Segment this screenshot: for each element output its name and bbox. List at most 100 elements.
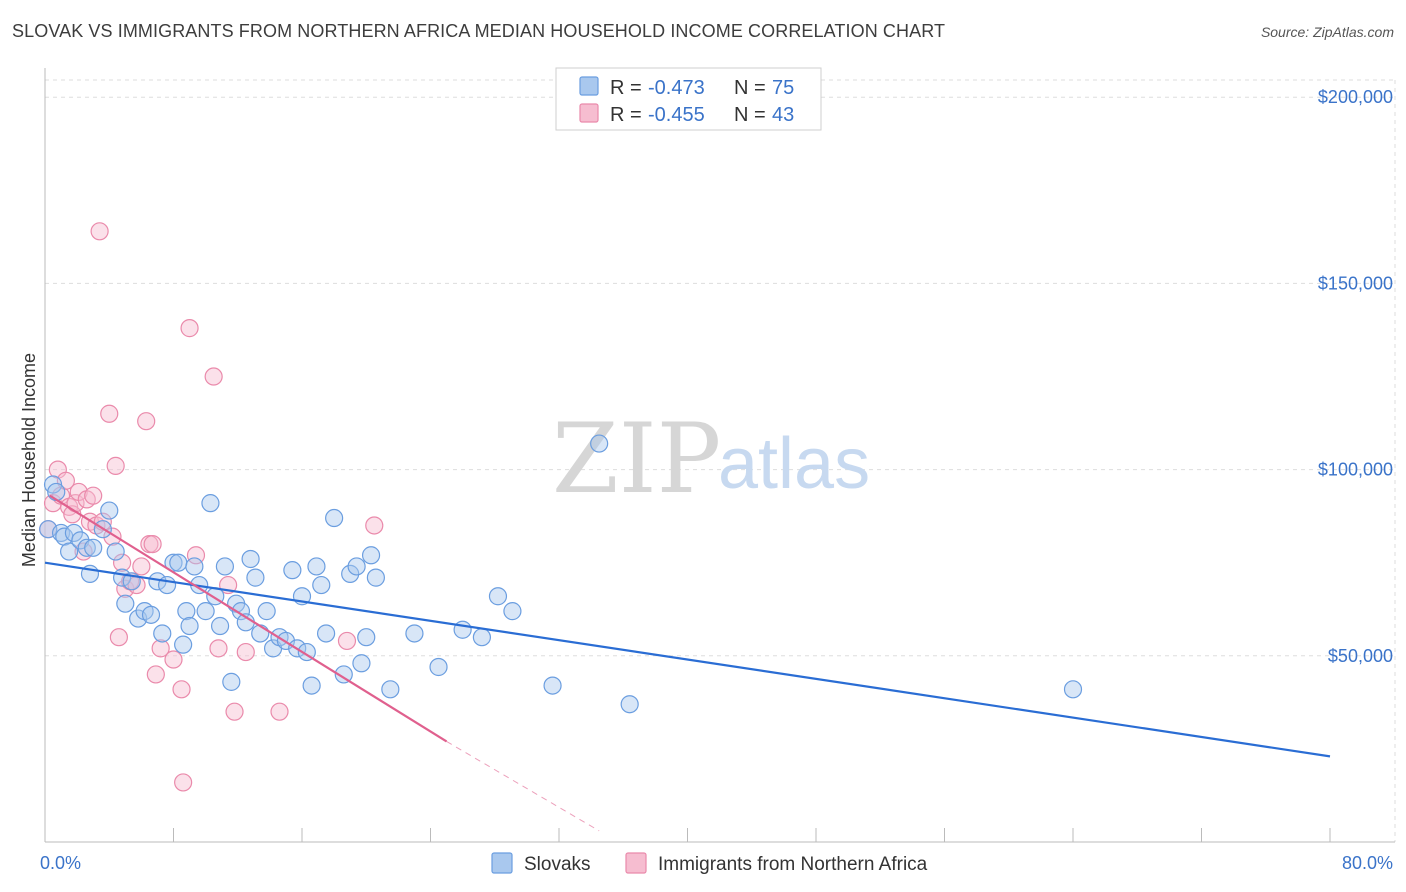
nafrica-point-20 <box>112 553 132 572</box>
slovak-point-24 <box>169 553 188 572</box>
bottom-legend-swatch-slovaks <box>491 852 513 874</box>
slovak-point-66 <box>472 628 491 647</box>
legend-n-label-2: N = <box>734 104 766 126</box>
series-slovak-points <box>39 434 1083 714</box>
nafrica-point-24 <box>132 557 151 576</box>
slovak-point-68 <box>503 602 522 621</box>
slovak-point-52 <box>312 575 331 595</box>
slovak-point-59 <box>357 628 376 647</box>
slovak-point-34 <box>215 557 234 576</box>
nafrica-point-39 <box>337 631 357 651</box>
legend-r-label-1: R = <box>610 77 642 99</box>
slovak-point-50 <box>302 676 321 695</box>
nafrica-point-29 <box>151 639 170 658</box>
slovak-point-60 <box>361 546 381 565</box>
nafrica-point-18 <box>106 456 125 475</box>
nafrica-point-34 <box>209 639 228 658</box>
bottom-legend-swatch-nafrica <box>625 852 647 874</box>
nafrica-point-36 <box>225 702 244 721</box>
bottom-legend-label-slovaks: Slovaks <box>524 854 591 875</box>
nafrica-point-30 <box>164 650 183 669</box>
slovak-point-6 <box>64 523 84 543</box>
slovak-point-30 <box>196 602 215 621</box>
trend-lines <box>44 494 1331 832</box>
nafrica-point-31 <box>172 680 191 699</box>
slovak-point-28 <box>185 557 204 576</box>
legend-r-value-1: -0.473 <box>648 77 705 99</box>
nafrica-point-41 <box>174 773 193 792</box>
legend-swatch-nafrica <box>579 103 599 123</box>
slovak-point-64 <box>429 657 448 677</box>
legend-r-value-2: -0.455 <box>648 104 705 126</box>
slovak-point-63 <box>405 624 424 643</box>
slovak-point-25 <box>174 635 193 654</box>
nafrica-point-33 <box>204 367 223 386</box>
nafrica-point-37 <box>236 642 255 662</box>
legend-n-value-2: 43 <box>772 104 794 126</box>
slovak-point-67 <box>488 587 508 606</box>
nafrica-point-25 <box>137 412 156 431</box>
nafrica-trend-line-extension <box>446 741 600 832</box>
slovak-point-55 <box>334 665 353 684</box>
slovak-point-15 <box>116 594 135 613</box>
x-tick-labels: 0.0% 80.0% <box>40 853 1393 873</box>
slovak-point-42 <box>257 602 276 621</box>
axes <box>44 68 1395 843</box>
legend-swatch-slovaks <box>579 76 599 96</box>
y-tick-label-2: $150,000 <box>1318 273 1393 293</box>
slovak-point-19 <box>141 605 161 624</box>
slovak-point-26 <box>177 602 196 621</box>
legend-n-label-1: N = <box>734 77 766 99</box>
nafrica-point-12 <box>84 486 103 505</box>
slovak-point-62 <box>381 680 400 699</box>
source-label: Source: ZipAtlas.com <box>1260 24 1394 40</box>
y-tick-label-0: $50,000 <box>1328 646 1393 666</box>
nafrica-point-32 <box>180 319 199 338</box>
slovak-point-2 <box>47 482 66 502</box>
bottom-legend-label-nafrica: Immigrants from Northern Africa <box>658 854 928 875</box>
slovak-point-21 <box>153 624 172 643</box>
slovak-point-40 <box>246 568 265 587</box>
nafrica-point-40 <box>365 516 384 535</box>
slovak-point-37 <box>231 602 251 621</box>
x-tick-label-0: 0.0% <box>40 853 81 873</box>
watermark-atlas: atlas <box>718 424 870 504</box>
nafrica-point-19 <box>109 628 128 647</box>
slovak-point-51 <box>307 557 326 576</box>
slovak-point-39 <box>241 549 260 569</box>
slovak-point-56 <box>341 564 360 583</box>
slovak-trend-line <box>44 561 1331 758</box>
slovak-point-72 <box>1063 680 1083 699</box>
chart-title: SLOVAK VS IMMIGRANTS FROM NORTHERN AFRIC… <box>12 21 946 41</box>
slovak-point-69 <box>543 676 562 695</box>
slovak-point-13 <box>106 542 125 561</box>
nafrica-point-27 <box>143 534 162 554</box>
y-tick-label-3: $200,000 <box>1318 87 1393 107</box>
slovak-point-31 <box>201 494 220 513</box>
y-tick-label-1: $100,000 <box>1318 460 1393 480</box>
slovak-point-5 <box>59 542 79 561</box>
slovak-point-58 <box>352 654 371 673</box>
watermark-zip: ZIP <box>552 403 721 515</box>
slovak-point-57 <box>347 557 366 576</box>
legend-box <box>555 67 822 131</box>
bottom-legend: Slovaks Immigrants from Northern Africa <box>491 852 928 875</box>
legend: R = -0.473 N = 75 R = -0.455 N = 43 <box>555 67 822 131</box>
nafrica-point-38 <box>270 702 289 721</box>
slovak-point-61 <box>366 568 385 587</box>
slovak-point-70 <box>590 434 609 453</box>
slovak-point-71 <box>620 695 639 714</box>
x-tick-label-1: 80.0% <box>1342 853 1393 873</box>
y-tick-labels: $50,000 $100,000 $150,000 $200,000 <box>1318 87 1393 666</box>
slovak-point-35 <box>222 672 241 691</box>
watermark: ZIP atlas <box>552 403 870 515</box>
slovak-point-53 <box>316 624 336 643</box>
nafrica-trend-line <box>49 494 448 743</box>
slovak-point-33 <box>210 616 230 636</box>
slovak-point-27 <box>180 616 199 636</box>
y-axis-label: Median Household Income <box>19 353 39 567</box>
nafrica-point-14 <box>90 222 109 241</box>
slovak-point-8 <box>77 538 96 557</box>
slovak-point-54 <box>325 508 344 528</box>
